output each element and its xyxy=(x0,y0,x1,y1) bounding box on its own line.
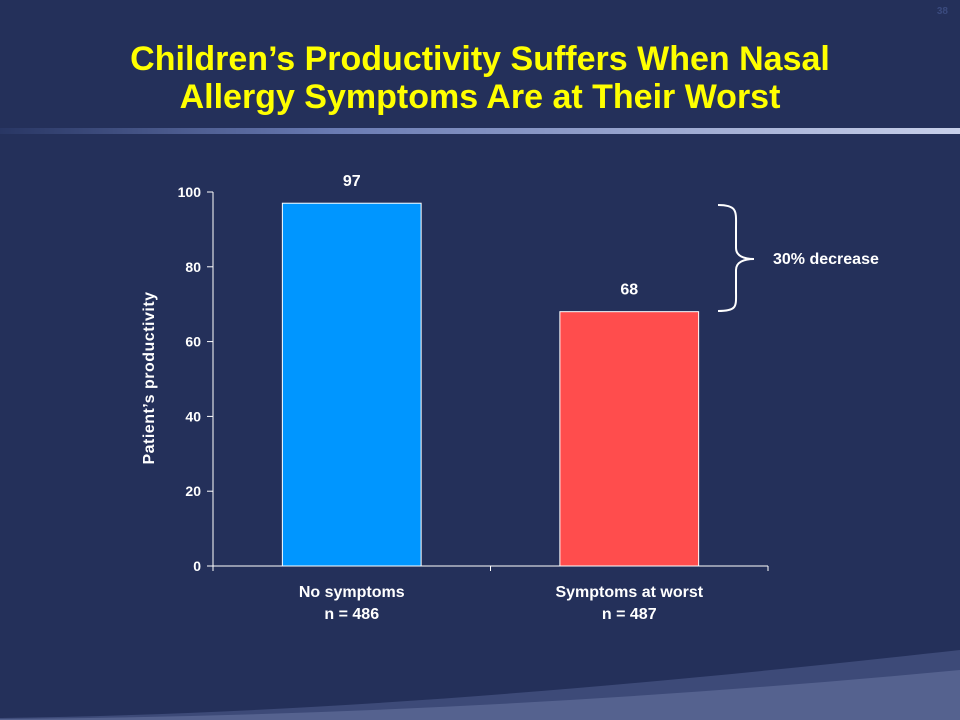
bar-1 xyxy=(281,202,422,567)
title-divider xyxy=(0,128,960,134)
title-line-1: Children’s Productivity Suffers When Nas… xyxy=(130,40,830,78)
y-tick-label: 20 xyxy=(185,483,201,499)
y-tick-label: 0 xyxy=(193,558,201,574)
y-tick-label: 40 xyxy=(185,408,201,424)
x-category-label: No symptoms xyxy=(299,584,405,601)
bar-value-label: 97 xyxy=(343,173,361,190)
x-category-label: n = 487 xyxy=(602,606,657,623)
decrease-annotation: 30% decrease xyxy=(773,251,879,268)
y-axis-title: Patient’s productivity xyxy=(141,291,158,464)
x-category-label: Symptoms at worst xyxy=(555,584,703,601)
bar-2 xyxy=(559,311,700,567)
y-tick-label: 80 xyxy=(185,259,201,275)
bar-value-label: 68 xyxy=(620,282,638,299)
bars: 97 68 xyxy=(281,173,700,567)
brace-icon xyxy=(717,204,755,312)
y-tick-label: 100 xyxy=(178,184,202,200)
y-tick-label: 60 xyxy=(185,334,201,350)
decorative-wave xyxy=(0,650,960,720)
slide-title: Children’s Productivity Suffers When Nas… xyxy=(0,40,960,116)
x-category-label: n = 486 xyxy=(324,606,379,623)
slide-number: 38 xyxy=(936,6,948,17)
x-axis-labels: No symptoms n = 486 Symptoms at worst n = 4… xyxy=(299,584,704,623)
title-line-2: Allergy Symptoms Are at Their Worst xyxy=(179,78,781,116)
